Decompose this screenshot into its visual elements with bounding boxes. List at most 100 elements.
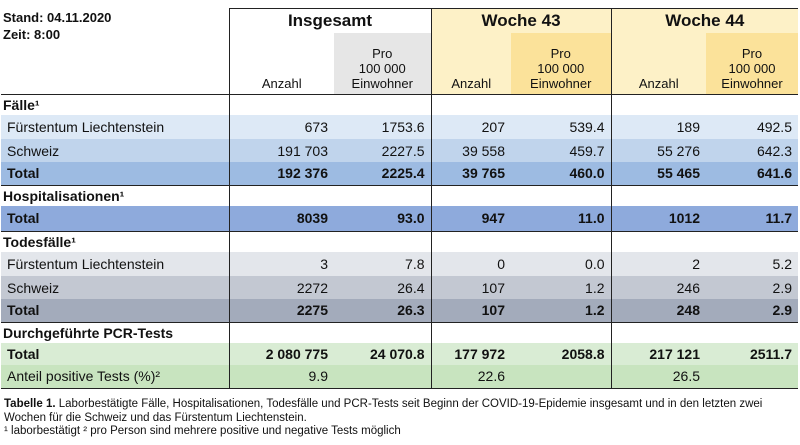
section-cell bbox=[334, 231, 431, 252]
section-cell bbox=[610, 321, 706, 343]
cell: 39 765 bbox=[430, 162, 511, 185]
data-table: Stand: 04.11.2020 Zeit: 8:00 Insgesamt Woch… bbox=[1, 8, 798, 389]
section-cell bbox=[430, 231, 511, 252]
column-header: Anzahl bbox=[610, 33, 706, 95]
data-row: Total 192 376 2225.4 39 765 460.0 55 465 641.6 bbox=[1, 162, 798, 185]
section-cell bbox=[334, 94, 431, 115]
cell: 7.8 bbox=[405, 256, 425, 272]
column-header-line: 100 000 bbox=[358, 61, 406, 76]
cell: 39 558 bbox=[430, 139, 511, 162]
section-title: Todesfälle¹ bbox=[1, 231, 229, 252]
section-cell bbox=[511, 321, 611, 343]
section-cell bbox=[228, 321, 334, 343]
column-header-line: Anzahl bbox=[451, 76, 492, 91]
cell: 246 bbox=[610, 276, 706, 299]
data-row: Schweiz 191 703 2227.5 39 558 459.7 55 276 642… bbox=[1, 139, 798, 162]
cell: 1012 bbox=[610, 205, 706, 232]
cell: 492.5 bbox=[756, 119, 792, 135]
section-row: Durchgeführte PCR-Tests bbox=[1, 321, 798, 343]
section-cell bbox=[610, 94, 706, 115]
section-row: Fälle¹ bbox=[1, 94, 798, 115]
column-header-line: Pro bbox=[550, 46, 571, 61]
cell: 217 121 bbox=[610, 342, 706, 365]
column-header-line: Pro bbox=[372, 46, 393, 61]
column-header: Pro 100 000 Einwohner bbox=[511, 33, 611, 95]
cell-empty bbox=[511, 364, 611, 389]
section-cell bbox=[706, 184, 798, 206]
data-row: Total 2 080 775 24 070.8 177 972 2058.8 217 1… bbox=[1, 342, 798, 365]
column-header-line: Anzahl bbox=[638, 76, 679, 91]
column-header-line: Anzahl bbox=[261, 76, 302, 91]
column-header: Pro 100 000 Einwohner bbox=[706, 33, 798, 95]
cell: 2 bbox=[610, 252, 706, 276]
column-header-line: 100 000 bbox=[728, 61, 776, 76]
cell: 93.0 bbox=[397, 210, 425, 227]
section-title: Fälle¹ bbox=[1, 94, 229, 115]
column-header-line: 100 000 bbox=[537, 61, 585, 76]
data-row: Total 8039 93.0 947 11.0 1012 11.7 bbox=[1, 205, 798, 232]
cell: 191 703 bbox=[228, 139, 334, 162]
row-label: Fürstentum Liechtenstein bbox=[7, 256, 165, 272]
cell: 248 bbox=[610, 299, 706, 322]
column-header-line: Einwohner bbox=[721, 76, 783, 91]
section-cell bbox=[511, 94, 611, 115]
section-cell bbox=[228, 94, 334, 115]
group-title: Insgesamt bbox=[228, 8, 431, 33]
cell: 673 bbox=[228, 115, 334, 139]
section-cell bbox=[430, 321, 511, 343]
cell: 207 bbox=[430, 115, 511, 139]
cell: 2275 bbox=[228, 299, 334, 322]
cell: 2227.5 bbox=[381, 142, 425, 159]
cell: 9.9 bbox=[228, 364, 334, 389]
cell: 55 465 bbox=[610, 162, 706, 185]
row-label: Schweiz bbox=[7, 142, 60, 159]
section-cell bbox=[706, 94, 798, 115]
row-label: Total bbox=[7, 210, 40, 227]
cell: 11.7 bbox=[765, 210, 792, 227]
row-label: Schweiz bbox=[7, 279, 60, 296]
section-cell bbox=[706, 231, 798, 252]
section-row: Hospitalisationen¹ bbox=[1, 184, 798, 206]
column-header: Pro 100 000 Einwohner bbox=[334, 33, 431, 95]
row-label: Total bbox=[7, 165, 40, 182]
row-label: Total bbox=[7, 345, 40, 362]
data-row: Anteil positive Tests (%)² 9.9 22.6 26.5 bbox=[1, 364, 798, 389]
cell: 107 bbox=[430, 276, 511, 299]
data-row: Schweiz 2272 26.4 107 1.2 246 2.9 bbox=[1, 276, 798, 299]
footnote: ¹ laborbestätigt ² pro Person sind mehre… bbox=[4, 425, 401, 437]
cell: 539.4 bbox=[569, 119, 605, 135]
row-label: Fürstentum Liechtenstein bbox=[7, 119, 165, 135]
cell: 2 080 775 bbox=[228, 342, 334, 365]
table-body: Stand: 04.11.2020 Zeit: 8:00 Insgesamt Woch… bbox=[1, 8, 798, 389]
cell: 1753.6 bbox=[381, 119, 425, 135]
cell: 460.0 bbox=[569, 165, 605, 182]
cell: 642.3 bbox=[756, 142, 792, 159]
column-header-line: Einwohner bbox=[530, 76, 592, 91]
cell: 2225.4 bbox=[381, 165, 425, 182]
cell: 2058.8 bbox=[561, 345, 605, 362]
column-header: Anzahl bbox=[228, 33, 334, 95]
caption-text: Laborbestätigte Fälle, Hospitalisationen… bbox=[4, 398, 763, 424]
caption: Tabelle 1. Laborbestätigte Fälle, Hospit… bbox=[4, 398, 796, 439]
stand: Stand: 04.11.2020 bbox=[3, 9, 112, 25]
column-header-line: Einwohner bbox=[351, 76, 413, 91]
cell: 1.2 bbox=[585, 302, 605, 319]
cell-empty bbox=[706, 364, 798, 389]
caption-label: Tabelle 1. bbox=[4, 398, 56, 410]
data-row: Fürstentum Liechtenstein 3 7.8 0 0.0 2 5.2 bbox=[1, 252, 798, 276]
cell: 3 bbox=[228, 252, 334, 276]
column-header-line: Pro bbox=[741, 46, 763, 61]
section-cell bbox=[610, 184, 706, 206]
cell: 55 276 bbox=[610, 139, 706, 162]
row-label: Total bbox=[7, 302, 40, 319]
cell: 177 972 bbox=[430, 342, 511, 365]
stand-cell: Stand: 04.11.2020 Zeit: 8:00 bbox=[1, 9, 229, 95]
section-cell bbox=[228, 184, 334, 206]
section-cell bbox=[610, 231, 706, 252]
section-row: Todesfälle¹ bbox=[1, 231, 798, 252]
cell: 26.4 bbox=[397, 279, 425, 296]
group-title: Woche 43 bbox=[430, 8, 611, 33]
cell: 459.7 bbox=[569, 142, 605, 159]
section-cell bbox=[228, 231, 334, 252]
zeit: Zeit: 8:00 bbox=[3, 26, 61, 42]
